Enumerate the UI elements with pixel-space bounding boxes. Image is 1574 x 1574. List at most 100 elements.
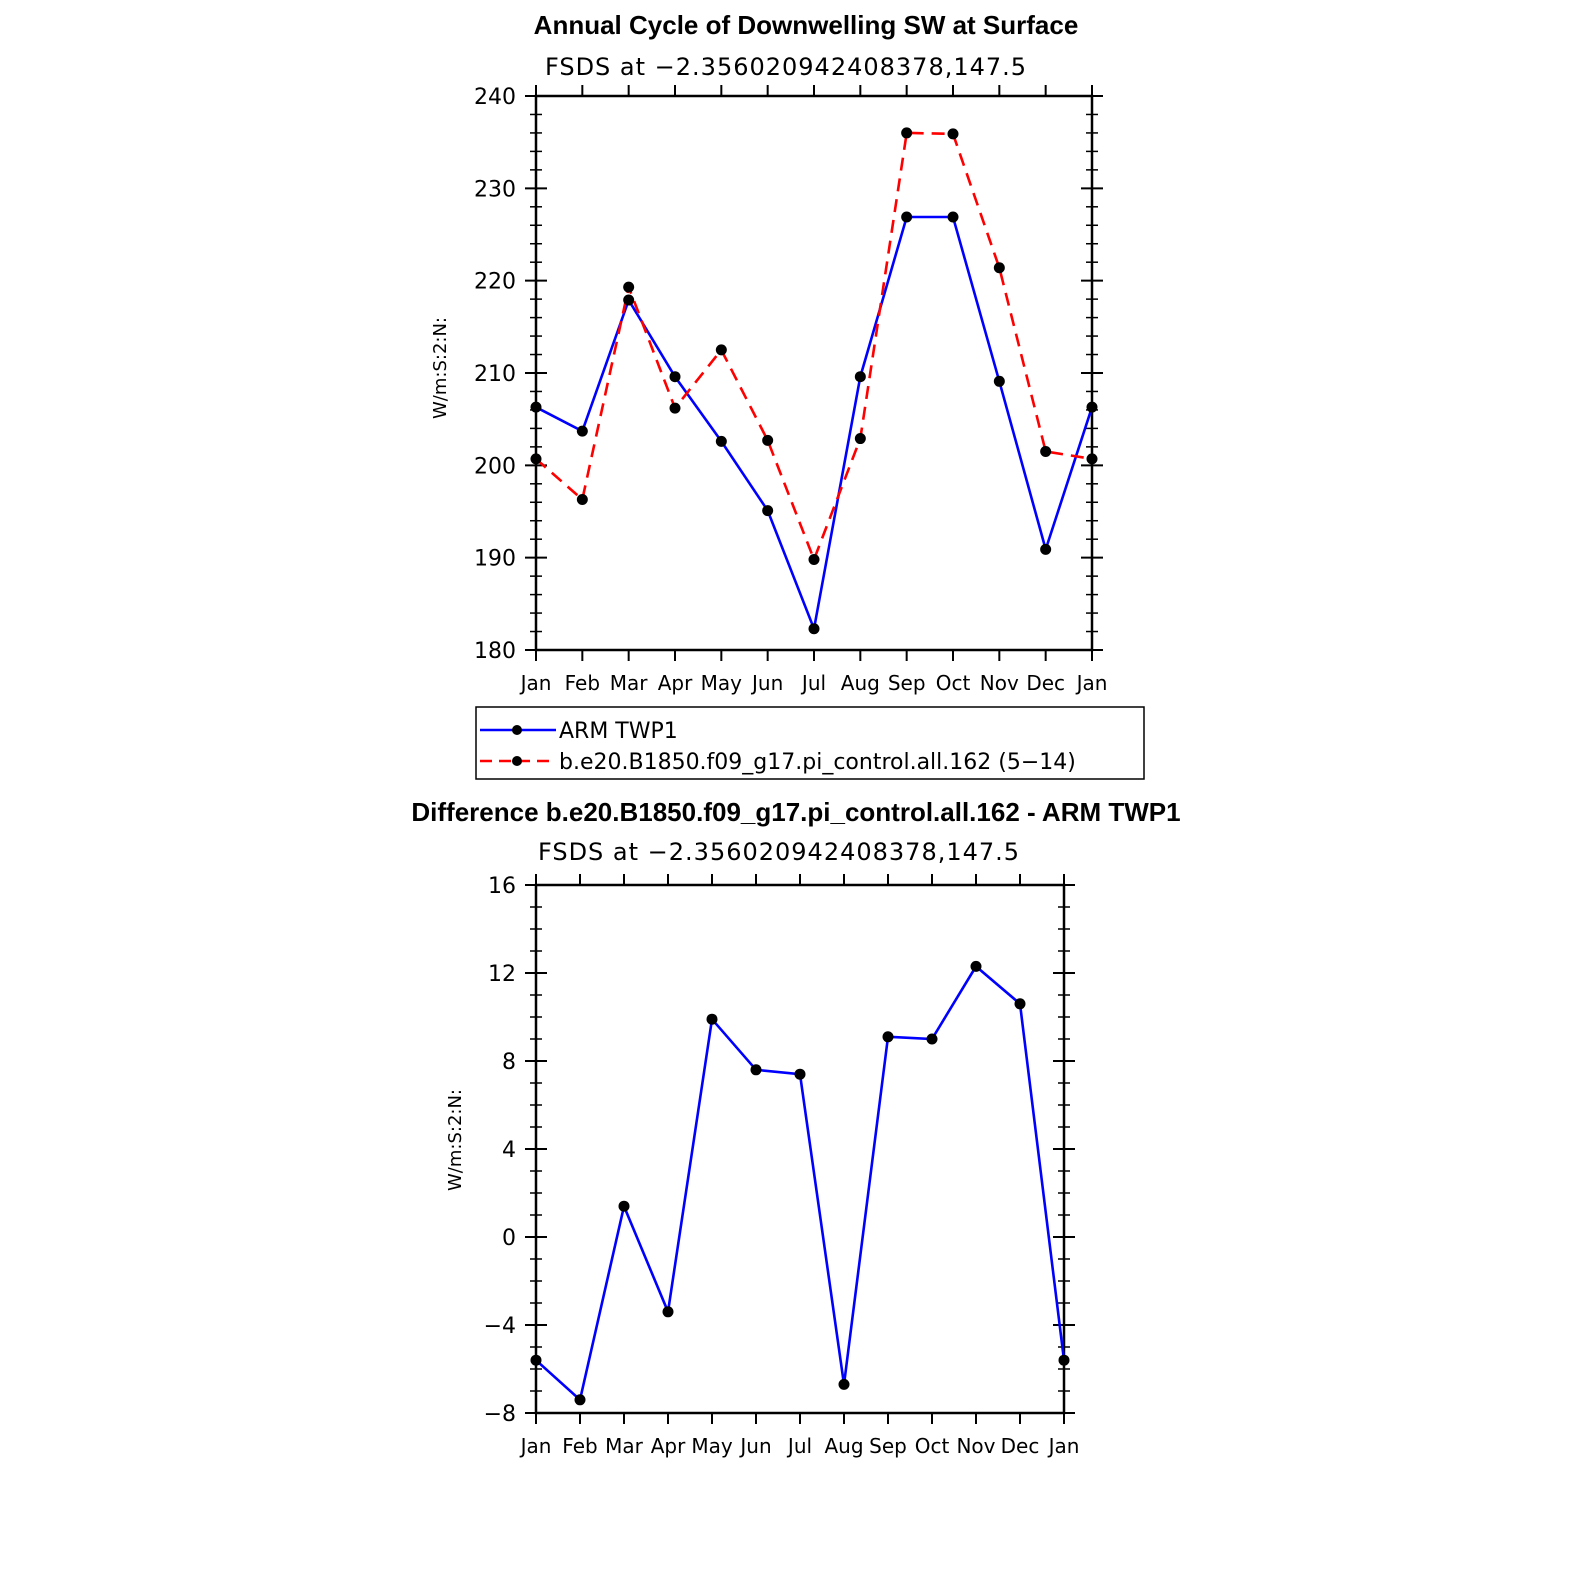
x-tick-label: Oct (915, 1434, 950, 1458)
data-point-0 (970, 960, 982, 972)
chart-subtitle: FSDS at −2.356020942408378,147.5 (538, 838, 1020, 866)
y-axis-label: W/m:S:2:N: (445, 1089, 466, 1191)
plot-frame: Jan Feb Mar Apr May Jun Jul Aug Sep Oct Nov Dec Jan1… (474, 85, 1107, 695)
data-point-1 (715, 344, 727, 356)
y-tick-label: 240 (474, 85, 516, 110)
annual-cycle-chart: Annual Cycle of Downwelling SW at Surfac… (430, 10, 1107, 695)
data-point-1 (762, 434, 774, 446)
data-point-0 (993, 375, 1005, 387)
chart-title: Difference b.e20.B1850.f09_g17.pi_contro… (411, 797, 1180, 827)
data-point-0 (530, 401, 542, 413)
x-tick-label: Mar (610, 671, 649, 695)
y-tick-label: 200 (474, 454, 516, 479)
data-point-0 (762, 505, 774, 517)
data-point-0 (623, 294, 635, 306)
data-point-0 (662, 1306, 674, 1318)
y-tick-label: 0 (502, 1226, 516, 1251)
data-point-1 (993, 262, 1005, 274)
data-point-0 (838, 1378, 850, 1390)
x-tick-label: Jan (519, 671, 552, 695)
data-point-0 (926, 1033, 938, 1045)
y-tick-label: 180 (474, 639, 516, 664)
data-point-0 (574, 1394, 586, 1406)
x-tick-label: Dec (1001, 1434, 1040, 1458)
x-tick-label: Jul (800, 671, 826, 695)
y-tick-label: 12 (488, 962, 516, 987)
legend-box (475, 706, 1145, 780)
x-tick-label: Nov (956, 1434, 995, 1458)
y-tick-label: −8 (484, 1402, 516, 1427)
series-layer (530, 960, 1070, 1406)
data-point-1 (669, 402, 681, 414)
x-tick-label: Jul (786, 1434, 812, 1458)
data-point-1 (1040, 445, 1052, 457)
x-tick-label: Mar (605, 1434, 644, 1458)
x-tick-label: Sep (888, 671, 926, 695)
x-tick-label: Oct (936, 671, 971, 695)
x-tick-label: May (691, 1434, 733, 1458)
x-tick-label: Dec (1026, 671, 1065, 695)
series-layer (530, 127, 1098, 635)
series-line-0 (535, 964, 1066, 1403)
legend: ARM TWP1 b.e20.B1850.f09_g17.pi_control.… (475, 706, 1145, 780)
x-tick-label: May (701, 671, 743, 695)
x-tick-label: Feb (562, 1434, 597, 1458)
x-tick-label: Feb (565, 671, 600, 695)
x-tick-label: Nov (980, 671, 1019, 695)
data-point-0 (947, 211, 959, 223)
data-point-0 (1086, 401, 1098, 413)
y-tick-label: 4 (502, 1138, 516, 1163)
data-point-0 (901, 211, 913, 223)
y-tick-label: 210 (474, 362, 516, 387)
data-point-1 (901, 127, 913, 139)
x-tick-label: Jun (750, 671, 783, 695)
data-point-0 (750, 1064, 762, 1076)
legend-label-arm: ARM TWP1 (559, 719, 678, 744)
data-point-1 (623, 281, 635, 293)
y-axis-label: W/m:S:2:N: (430, 317, 451, 419)
y-tick-label: 190 (474, 547, 516, 572)
plot-border (534, 94, 1094, 652)
data-point-0 (1014, 998, 1026, 1010)
data-point-1 (947, 128, 959, 140)
x-tick-label: Jun (738, 1434, 771, 1458)
x-tick-label: Aug (824, 1434, 863, 1458)
data-point-0 (706, 1013, 718, 1025)
x-tick-label: Jan (519, 1434, 552, 1458)
y-tick-label: 8 (502, 1050, 516, 1075)
data-point-1 (530, 453, 542, 465)
data-point-0 (794, 1068, 806, 1080)
x-tick-label: Aug (841, 671, 880, 695)
y-tick-label: −4 (484, 1314, 516, 1339)
y-tick-label: 16 (488, 874, 516, 899)
legend-label-model: b.e20.B1850.f09_g17.pi_control.all.162 (… (559, 750, 1076, 775)
legend-marker-model (512, 756, 522, 766)
y-tick-label: 220 (474, 270, 516, 295)
data-point-0 (618, 1200, 630, 1212)
data-point-0 (1058, 1354, 1070, 1366)
data-point-1 (576, 493, 588, 505)
x-tick-label: Apr (651, 1434, 686, 1458)
data-point-0 (1040, 543, 1052, 555)
data-point-1 (1086, 453, 1098, 465)
x-tick-label: Jan (1075, 671, 1108, 695)
data-point-0 (669, 371, 681, 383)
plot-border (534, 883, 1066, 1415)
chart-title: Annual Cycle of Downwelling SW at Surfac… (534, 10, 1079, 40)
x-tick-label: Sep (869, 1434, 907, 1458)
legend-marker-arm (512, 725, 522, 735)
series-line-1 (535, 131, 1093, 564)
chart-subtitle: FSDS at −2.356020942408378,147.5 (545, 53, 1027, 81)
data-point-0 (576, 425, 588, 437)
plot-frame: Jan Feb Mar Apr May Jun Jul Aug Sep Oct Nov Dec Jan−… (484, 874, 1080, 1458)
data-point-1 (854, 433, 866, 445)
data-point-1 (808, 554, 820, 566)
x-tick-label: Jan (1047, 1434, 1080, 1458)
series-line-0 (535, 215, 1094, 634)
y-tick-label: 230 (474, 177, 516, 202)
data-point-0 (530, 1354, 542, 1366)
data-point-0 (808, 623, 820, 635)
data-point-0 (854, 371, 866, 383)
x-tick-label: Apr (658, 671, 693, 695)
